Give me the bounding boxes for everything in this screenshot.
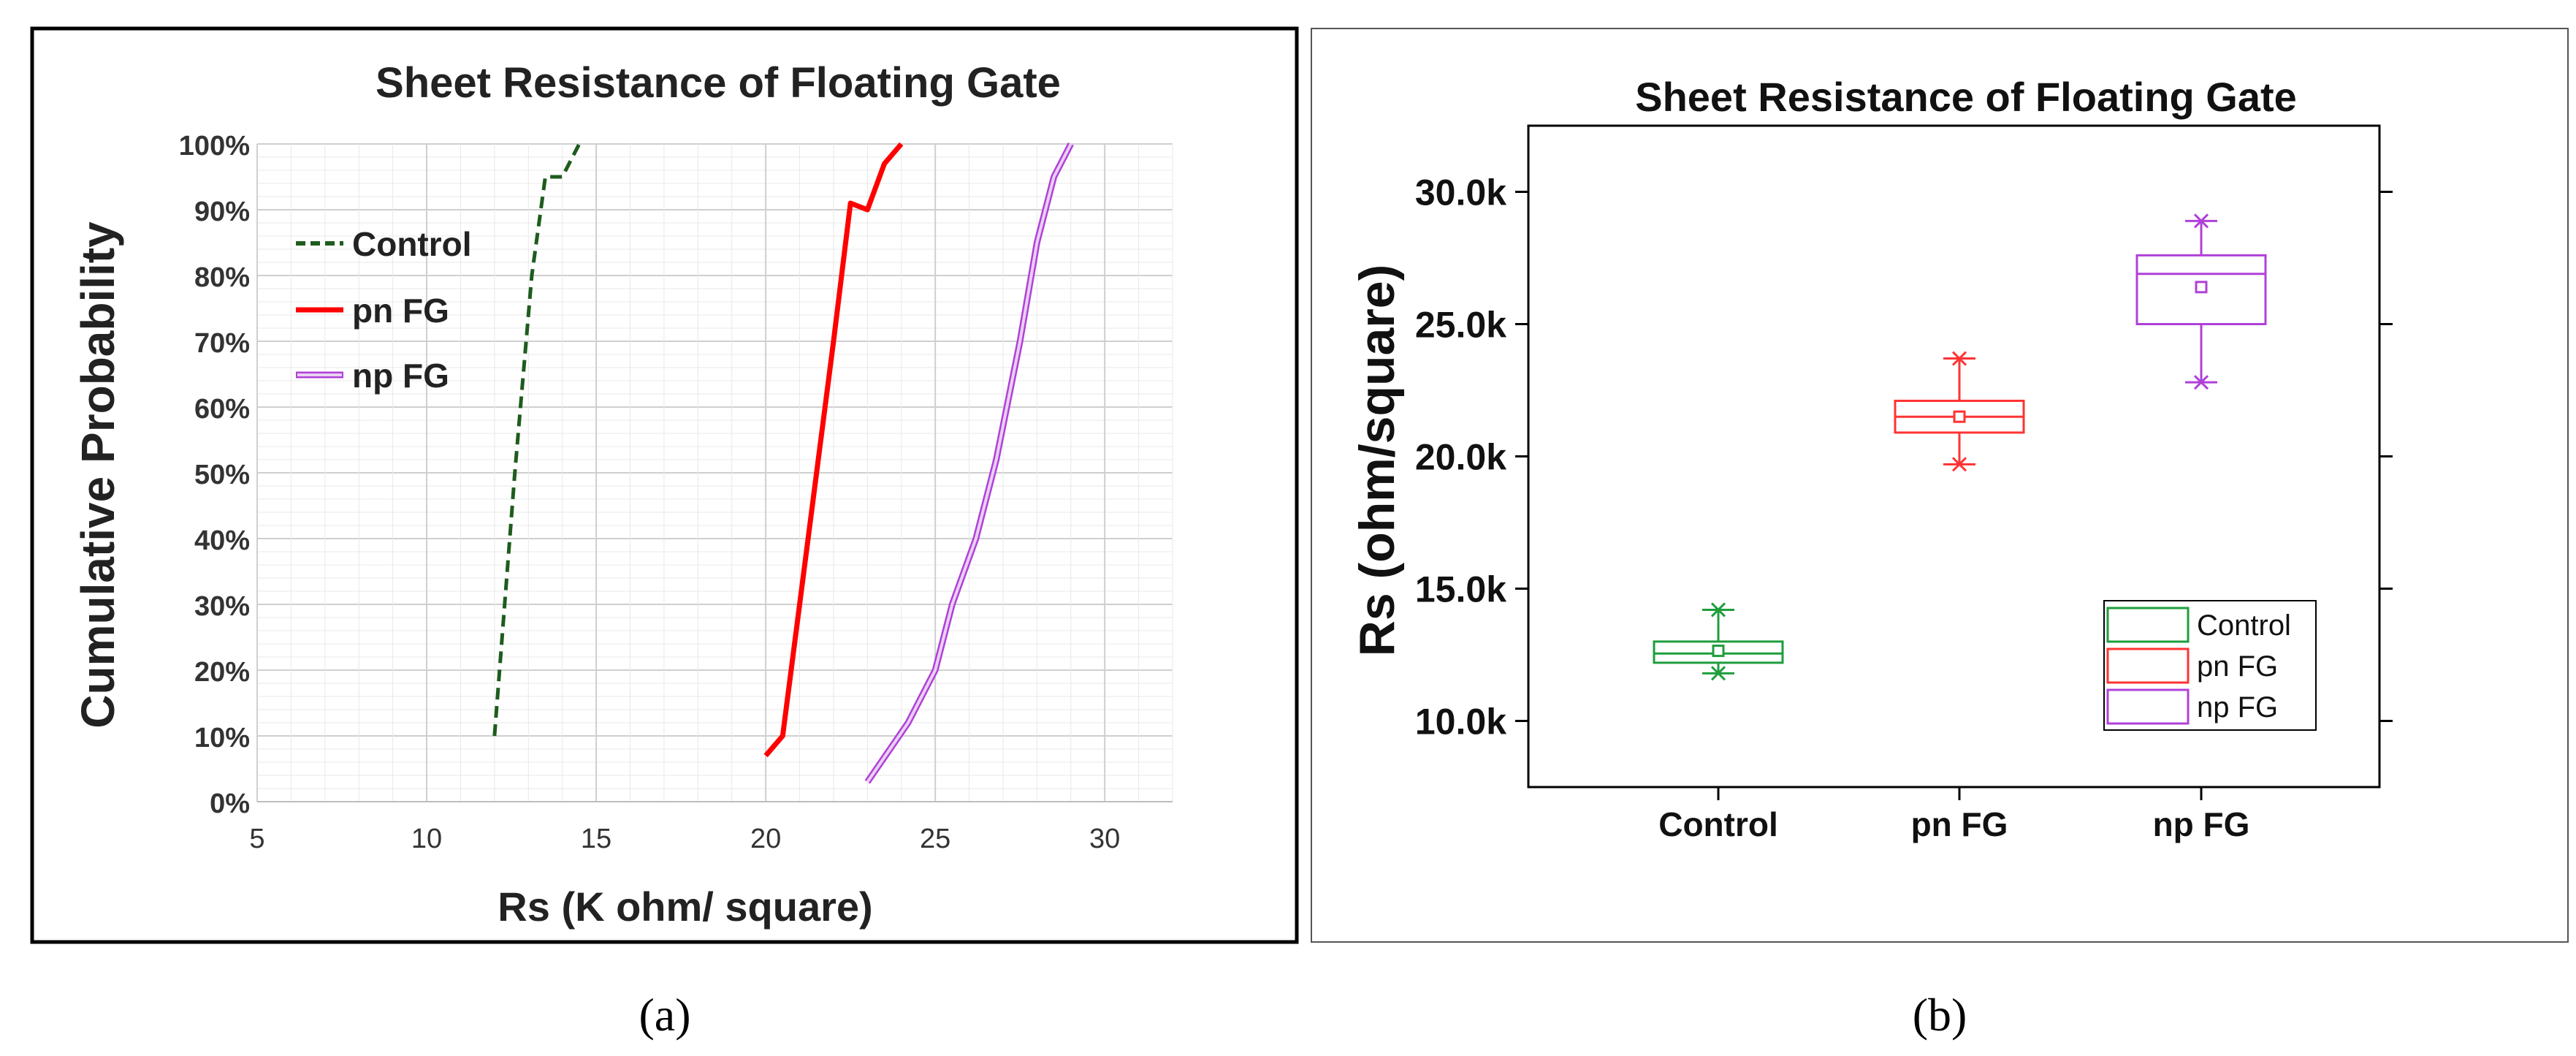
box-pn-fg <box>1894 351 2025 472</box>
x-tick-label: 15 <box>581 824 611 854</box>
y-tick-label: 20.0k <box>1415 437 1506 478</box>
legend-label: np FG <box>352 357 449 395</box>
x-tick-label: 10 <box>411 824 442 854</box>
x-tick-label: pn FG <box>1911 805 2008 843</box>
outlier-marker <box>1710 602 1726 618</box>
legend-label: pn FG <box>2197 650 2278 683</box>
legend-swatch <box>2106 607 2190 643</box>
legend-swatch <box>2106 688 2190 725</box>
legend-label: Control <box>2197 609 2291 642</box>
outlier-marker <box>1710 666 1726 681</box>
box-np-fg <box>2135 213 2267 390</box>
x-tick-label: 25 <box>920 824 950 854</box>
y-tick-label: 30% <box>194 591 250 622</box>
y-tick-label: 10% <box>194 723 250 753</box>
x-tick-label: 20 <box>750 824 781 854</box>
y-tick-label: 90% <box>194 197 250 227</box>
x-tick-label: 5 <box>249 824 264 854</box>
y-tick-label: 70% <box>194 328 250 359</box>
legend-swatch <box>2106 647 2190 684</box>
x-tick-label: 30 <box>1089 824 1120 854</box>
y-tick-label: 15.0k <box>1415 569 1506 610</box>
panel-b-title: Sheet Resistance of Floating Gate <box>1635 74 2297 120</box>
panel-b-frame <box>1311 28 2569 943</box>
caption-a: (a) <box>639 989 690 1041</box>
outlier-marker <box>2193 213 2209 229</box>
panel-a-x-axis-label: Rs (K ohm/ square) <box>498 884 872 930</box>
y-tick-label: 10.0k <box>1415 702 1506 742</box>
x-tick-label: Control <box>1658 805 1778 843</box>
panel-a-y-axis-label: Cumulative Probability <box>72 221 124 729</box>
panel-a-chart: Sheet Resistance of Floating Gate 0% 10% 2… <box>30 26 1299 944</box>
box-iqr <box>1653 640 1784 664</box>
panel-b-axes: 10.0k 15.0k 20.0k 25.0k 30.0k Control pn FG np … <box>1415 124 2393 843</box>
y-tick-label: 30.0k <box>1415 172 1506 213</box>
y-tick-label: 100% <box>179 131 250 162</box>
panel-a-frame <box>30 26 1299 944</box>
caption-b: (b) <box>1913 989 1967 1041</box>
series-line-np-fg-inner <box>866 143 1072 783</box>
panel-a-series <box>492 142 1074 784</box>
panel-b-y-axis-label: Rs (ohm/square) <box>1349 265 1405 657</box>
panel-a-axes: 0% 10% 20% 30% 40% 50% 60% 70% 80% 90% 100% 5 10 15 20… <box>179 131 1173 854</box>
mean-marker <box>1712 645 1725 658</box>
series-line-control <box>492 143 582 737</box>
mean-marker <box>1953 410 1966 423</box>
legend-label: pn FG <box>352 292 449 330</box>
y-tick-label: 60% <box>194 394 250 425</box>
panel-b-boxes <box>1653 213 2267 681</box>
panel-b-chart: Sheet Resistance of Floating Gate 10.0k1… <box>1311 28 2569 943</box>
legend-box <box>2103 600 2317 731</box>
y-tick-label: 50% <box>194 460 250 490</box>
y-tick-label: 40% <box>194 525 250 556</box>
x-tick-label: np FG <box>2153 805 2250 843</box>
y-tick-label: 0% <box>210 789 250 819</box>
series-line-pn-fg <box>763 142 904 758</box>
legend-label: Control <box>352 225 472 263</box>
legend-label: np FG <box>2197 691 2278 723</box>
outlier-marker <box>1951 351 1967 366</box>
y-tick-label: 20% <box>194 657 250 688</box>
box-control <box>1653 602 1784 681</box>
y-tick-label: 80% <box>194 262 250 293</box>
outlier-marker <box>2193 375 2209 390</box>
y-tick-label: 25.0k <box>1415 305 1506 346</box>
box-iqr <box>2135 254 2267 326</box>
outlier-marker <box>1951 457 1967 472</box>
mean-marker <box>2195 281 2208 294</box>
panel-b-legend: Control pn FG np FG <box>2103 600 2317 731</box>
panel-a-title: Sheet Resistance of Floating Gate <box>376 59 1061 107</box>
panel-a-legend: Control pn FG np FG <box>296 225 472 395</box>
